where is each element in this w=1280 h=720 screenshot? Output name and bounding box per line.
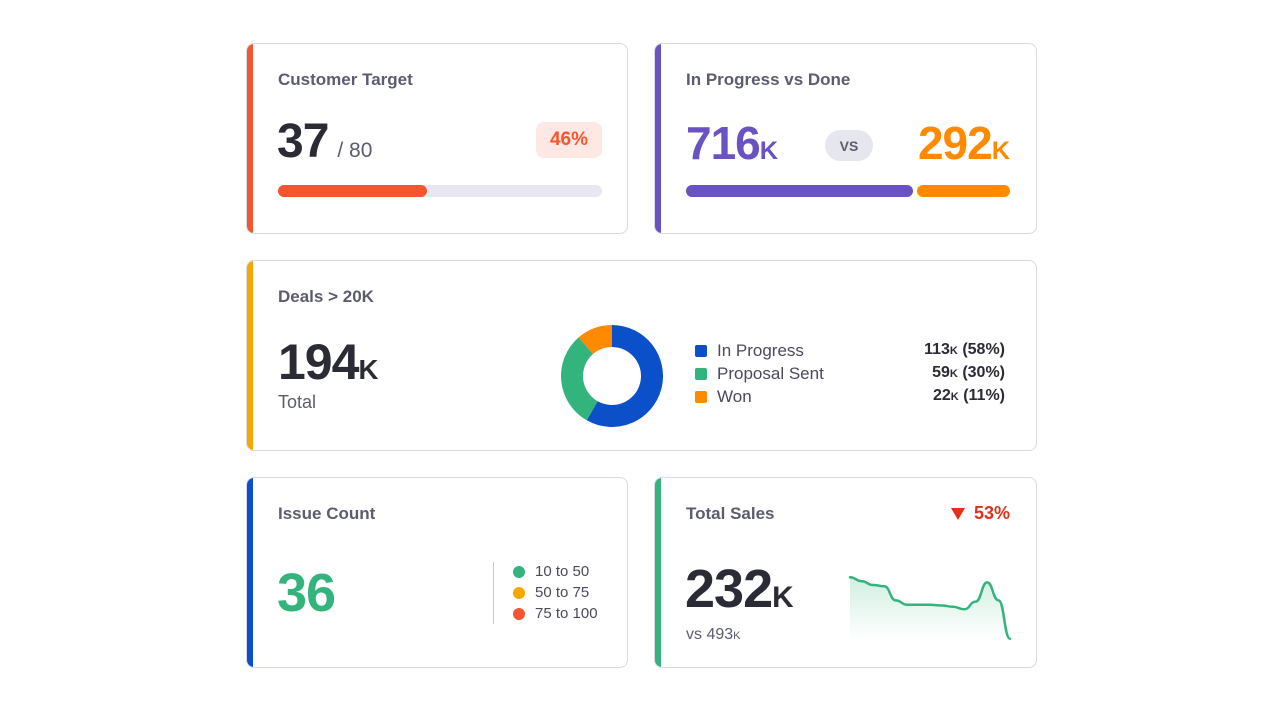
- card-title: Total Sales: [686, 504, 775, 523]
- legend-label: Won: [717, 386, 752, 406]
- legend-label: 75 to 100: [535, 605, 598, 622]
- done-unit: K: [991, 137, 1010, 165]
- legend-item-won: Won: [695, 385, 1005, 408]
- done-bar: [917, 185, 1010, 197]
- legend-value: 22K (11%): [933, 387, 1005, 405]
- donut-slice-in-progress: [586, 325, 663, 427]
- customer-target-card: Customer Target 37 / 80 46%: [246, 43, 628, 234]
- sales-compare: vs 493K: [686, 626, 740, 644]
- legend-label: In Progress: [717, 340, 804, 360]
- donut-slice-proposal-sent: [561, 337, 598, 421]
- deals-total-label: Total: [278, 392, 317, 412]
- vs-label: VS: [839, 137, 859, 154]
- donut-slice-won: [578, 325, 612, 355]
- card-accent: [655, 478, 661, 667]
- legend-value-percent: (30%): [962, 364, 1005, 381]
- legend-value-percent: (58%): [962, 341, 1005, 358]
- sparkline-line: [848, 576, 1012, 640]
- sales-unit: K: [772, 581, 794, 614]
- card-accent: [247, 44, 253, 233]
- triangle-down-icon: [950, 507, 965, 520]
- legend-value-percent: (11%): [963, 387, 1005, 404]
- card-title: In Progress vs Done: [686, 70, 851, 89]
- sales-sparkline: [848, 576, 1012, 640]
- legend-value-unit: K: [949, 368, 958, 380]
- deals-legend: In Progress Proposal Sent Won 113K (58%)…: [695, 339, 1005, 414]
- sales-compare-unit: K: [733, 630, 741, 642]
- done-value: 292K: [918, 116, 1010, 170]
- card-title: Issue Count: [278, 504, 376, 523]
- card-accent: [655, 44, 661, 233]
- legend-value: 113K (58%): [924, 341, 1005, 359]
- progress-fill: [278, 185, 428, 197]
- legend-divider: [493, 562, 494, 624]
- legend-dot: [513, 565, 525, 578]
- legend-swatch: [695, 390, 707, 403]
- legend-value-number: 113: [924, 341, 950, 358]
- deals-card: Deals > 20K 194K Total In Progress Propo…: [246, 260, 1037, 451]
- sparkline-area: [850, 577, 1010, 640]
- legend-swatch: [695, 344, 707, 357]
- card-accent: [247, 478, 253, 667]
- target-value: / 80: [337, 139, 373, 162]
- legend-item-50-75: 50 to 75: [513, 582, 598, 603]
- issue-count-value: 36: [277, 563, 336, 623]
- legend-item-75-100: 75 to 100: [513, 603, 598, 624]
- sales-change: 53%: [950, 503, 1010, 524]
- deals-total-unit: K: [358, 354, 379, 385]
- legend-item-proposal-sent: Proposal Sent: [695, 362, 1005, 385]
- sales-change-percent: 53%: [973, 503, 1010, 523]
- legend-dot: [513, 586, 525, 599]
- in-progress-unit: K: [759, 137, 779, 165]
- in-progress-number: 716: [686, 117, 761, 169]
- legend-value-number: 59: [932, 364, 950, 381]
- card-title: Customer Target: [278, 70, 413, 89]
- in-progress-bar: [686, 185, 913, 197]
- issue-count-card: Issue Count 36 10 to 50 50 to 75 75 to 1…: [246, 477, 628, 668]
- percent-badge-label: 46%: [549, 129, 589, 150]
- sales-number: 232: [685, 559, 773, 619]
- deals-total-value: 194K: [278, 333, 378, 391]
- issue-legend: 10 to 50 50 to 75 75 to 100: [513, 561, 598, 624]
- legend-value-unit: K: [950, 391, 959, 403]
- legend-value: 59K (30%): [932, 364, 1005, 382]
- card-accent: [247, 261, 253, 450]
- legend-label: 10 to 50: [535, 563, 590, 580]
- legend-value-number: 22: [933, 387, 951, 404]
- legend-item-10-50: 10 to 50: [513, 561, 598, 582]
- done-number: 292: [917, 117, 993, 169]
- progress-vs-done-card: In Progress vs Done 716K VS 292K: [654, 43, 1037, 234]
- legend-label: Proposal Sent: [717, 363, 824, 383]
- total-sales-card: Total Sales 53% 232K vs 493K: [654, 477, 1037, 668]
- sales-value: 232K: [685, 558, 794, 620]
- deals-donut-chart: [561, 325, 663, 427]
- legend-dot: [513, 607, 525, 620]
- sales-compare-text: vs 493: [686, 626, 734, 643]
- deals-total-number: 194: [278, 334, 359, 390]
- legend-label: 50 to 75: [535, 584, 590, 601]
- legend-item-in-progress: In Progress: [695, 339, 1005, 362]
- percent-badge: 46%: [536, 122, 602, 158]
- in-progress-value: 716K: [686, 116, 778, 170]
- legend-value-unit: K: [949, 345, 958, 357]
- current-value: 37: [277, 115, 329, 168]
- card-title: Deals > 20K: [278, 287, 374, 306]
- vs-badge: VS: [825, 130, 873, 161]
- legend-swatch: [695, 367, 707, 380]
